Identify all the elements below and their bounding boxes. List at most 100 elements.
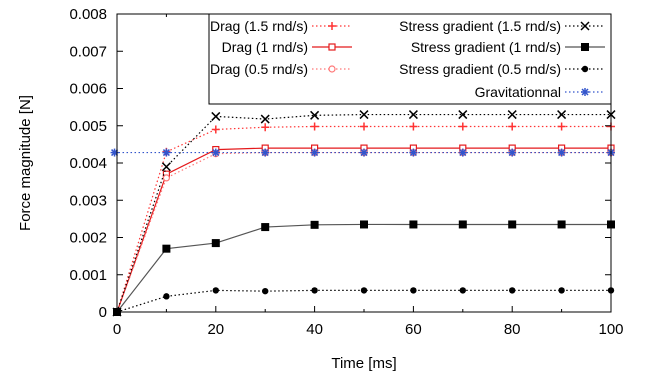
data-point <box>360 148 368 157</box>
data-point <box>557 110 567 120</box>
legend-swatch-marker <box>581 88 589 96</box>
series-3 <box>112 110 616 317</box>
data-point <box>410 287 417 294</box>
legend-entry: Drag (1 rnd/s) <box>222 39 352 55</box>
series-6 <box>110 148 615 157</box>
data-point <box>162 148 171 157</box>
legend-label: Drag (1 rnd/s) <box>222 39 308 55</box>
marker-d2 <box>311 149 319 157</box>
data-point <box>509 287 516 294</box>
data-point <box>507 110 517 120</box>
legend-label: Drag (0.5 rnd/s) <box>210 61 308 77</box>
marker-d2 <box>408 110 418 120</box>
data-point <box>508 220 517 229</box>
data-point <box>557 122 566 131</box>
legend-swatch-marker <box>328 22 336 30</box>
x-tick-label: 60 <box>405 321 422 338</box>
legend-label: Stress gradient (1 rnd/s) <box>411 39 561 55</box>
data-point <box>458 110 468 120</box>
y-tick-label: 0.002 <box>69 230 107 247</box>
legend-entry: Drag (0.5 rnd/s) <box>210 61 352 77</box>
marker-d2 <box>558 149 566 157</box>
data-point <box>458 148 467 157</box>
marker-d2 <box>507 110 517 120</box>
data-point <box>162 174 170 182</box>
data-point <box>211 111 221 121</box>
x-tick-label: 0 <box>113 321 121 338</box>
data-point <box>558 287 565 294</box>
x-tick-label: 100 <box>598 321 623 338</box>
legend-label: Gravitationnal <box>475 84 561 100</box>
data-point <box>211 125 220 134</box>
data-point <box>508 148 517 157</box>
data-point <box>211 148 220 157</box>
marker-d2 <box>261 149 269 157</box>
marker-d2 <box>581 88 589 96</box>
series-line <box>116 113 611 313</box>
series-line <box>116 289 611 313</box>
x-tick-label: 20 <box>207 321 224 338</box>
y-tick-label: 0.004 <box>69 155 107 172</box>
data-point <box>261 148 270 157</box>
data-point <box>557 220 566 229</box>
legend-entry: Stress gradient (0.5 rnd/s) <box>399 61 605 77</box>
data-point <box>557 148 566 157</box>
data-point <box>409 122 418 131</box>
data-point <box>310 122 319 131</box>
data-point <box>161 162 171 172</box>
data-point <box>261 123 270 132</box>
legend-swatch-marker <box>581 65 589 73</box>
marker-d2 <box>409 149 417 157</box>
data-point <box>211 239 220 248</box>
data-point <box>261 223 270 232</box>
data-point <box>262 287 269 295</box>
legend-label: Stress gradient (1.5 rnd/s) <box>399 18 561 34</box>
series-layer <box>110 110 616 317</box>
series-4 <box>113 220 615 316</box>
data-point <box>162 244 171 253</box>
legend: Drag (1.5 rnd/s) Drag (1 rnd/s) Drag (0.5 … <box>208 13 612 105</box>
y-tick-label: 0.003 <box>69 192 107 209</box>
marker-d2 <box>360 149 368 157</box>
marker-d2 <box>459 149 467 157</box>
data-point <box>459 287 466 294</box>
data-point <box>310 148 319 157</box>
data-point <box>409 220 418 229</box>
legend-swatch-marker <box>580 21 590 31</box>
marker-d2 <box>212 149 220 157</box>
data-point <box>359 110 369 120</box>
marker-d2 <box>557 110 567 120</box>
legend-box <box>208 13 612 105</box>
marker-d2 <box>161 162 171 172</box>
series-line <box>116 223 611 313</box>
y-tick-label: 0.005 <box>69 118 107 135</box>
legend-swatch-marker <box>328 65 336 73</box>
series-5 <box>113 287 615 316</box>
marker-d2 <box>310 110 320 120</box>
legend-label: Stress gradient (0.5 rnd/s) <box>399 61 561 77</box>
data-point <box>212 287 219 294</box>
data-point <box>260 114 270 124</box>
legend-swatch-marker <box>328 43 336 51</box>
y-tick-label: 0.007 <box>69 43 107 60</box>
y-tick-label: 0 <box>99 304 107 321</box>
marker-d2 <box>458 110 468 120</box>
legend-entry: Stress gradient (1.5 rnd/s) <box>399 18 605 34</box>
legend-label: Drag (1.5 rnd/s) <box>210 18 308 34</box>
x-axis-title: Time [ms] <box>331 355 396 372</box>
legend-entry: Drag (1.5 rnd/s) <box>210 18 352 34</box>
legend-entry: Gravitationnal <box>475 84 605 100</box>
data-point <box>409 148 418 157</box>
x-tick-label: 80 <box>504 321 521 338</box>
y-tick-label: 0.001 <box>69 267 107 284</box>
data-point <box>310 220 319 229</box>
marker-d2 <box>359 110 369 120</box>
marker-d2 <box>211 111 221 121</box>
marker-d2 <box>580 21 590 31</box>
y-tick-label: 0.006 <box>69 81 107 98</box>
data-point <box>311 287 318 294</box>
y-tick-label: 0.008 <box>69 6 107 23</box>
marker-d2 <box>508 149 516 157</box>
